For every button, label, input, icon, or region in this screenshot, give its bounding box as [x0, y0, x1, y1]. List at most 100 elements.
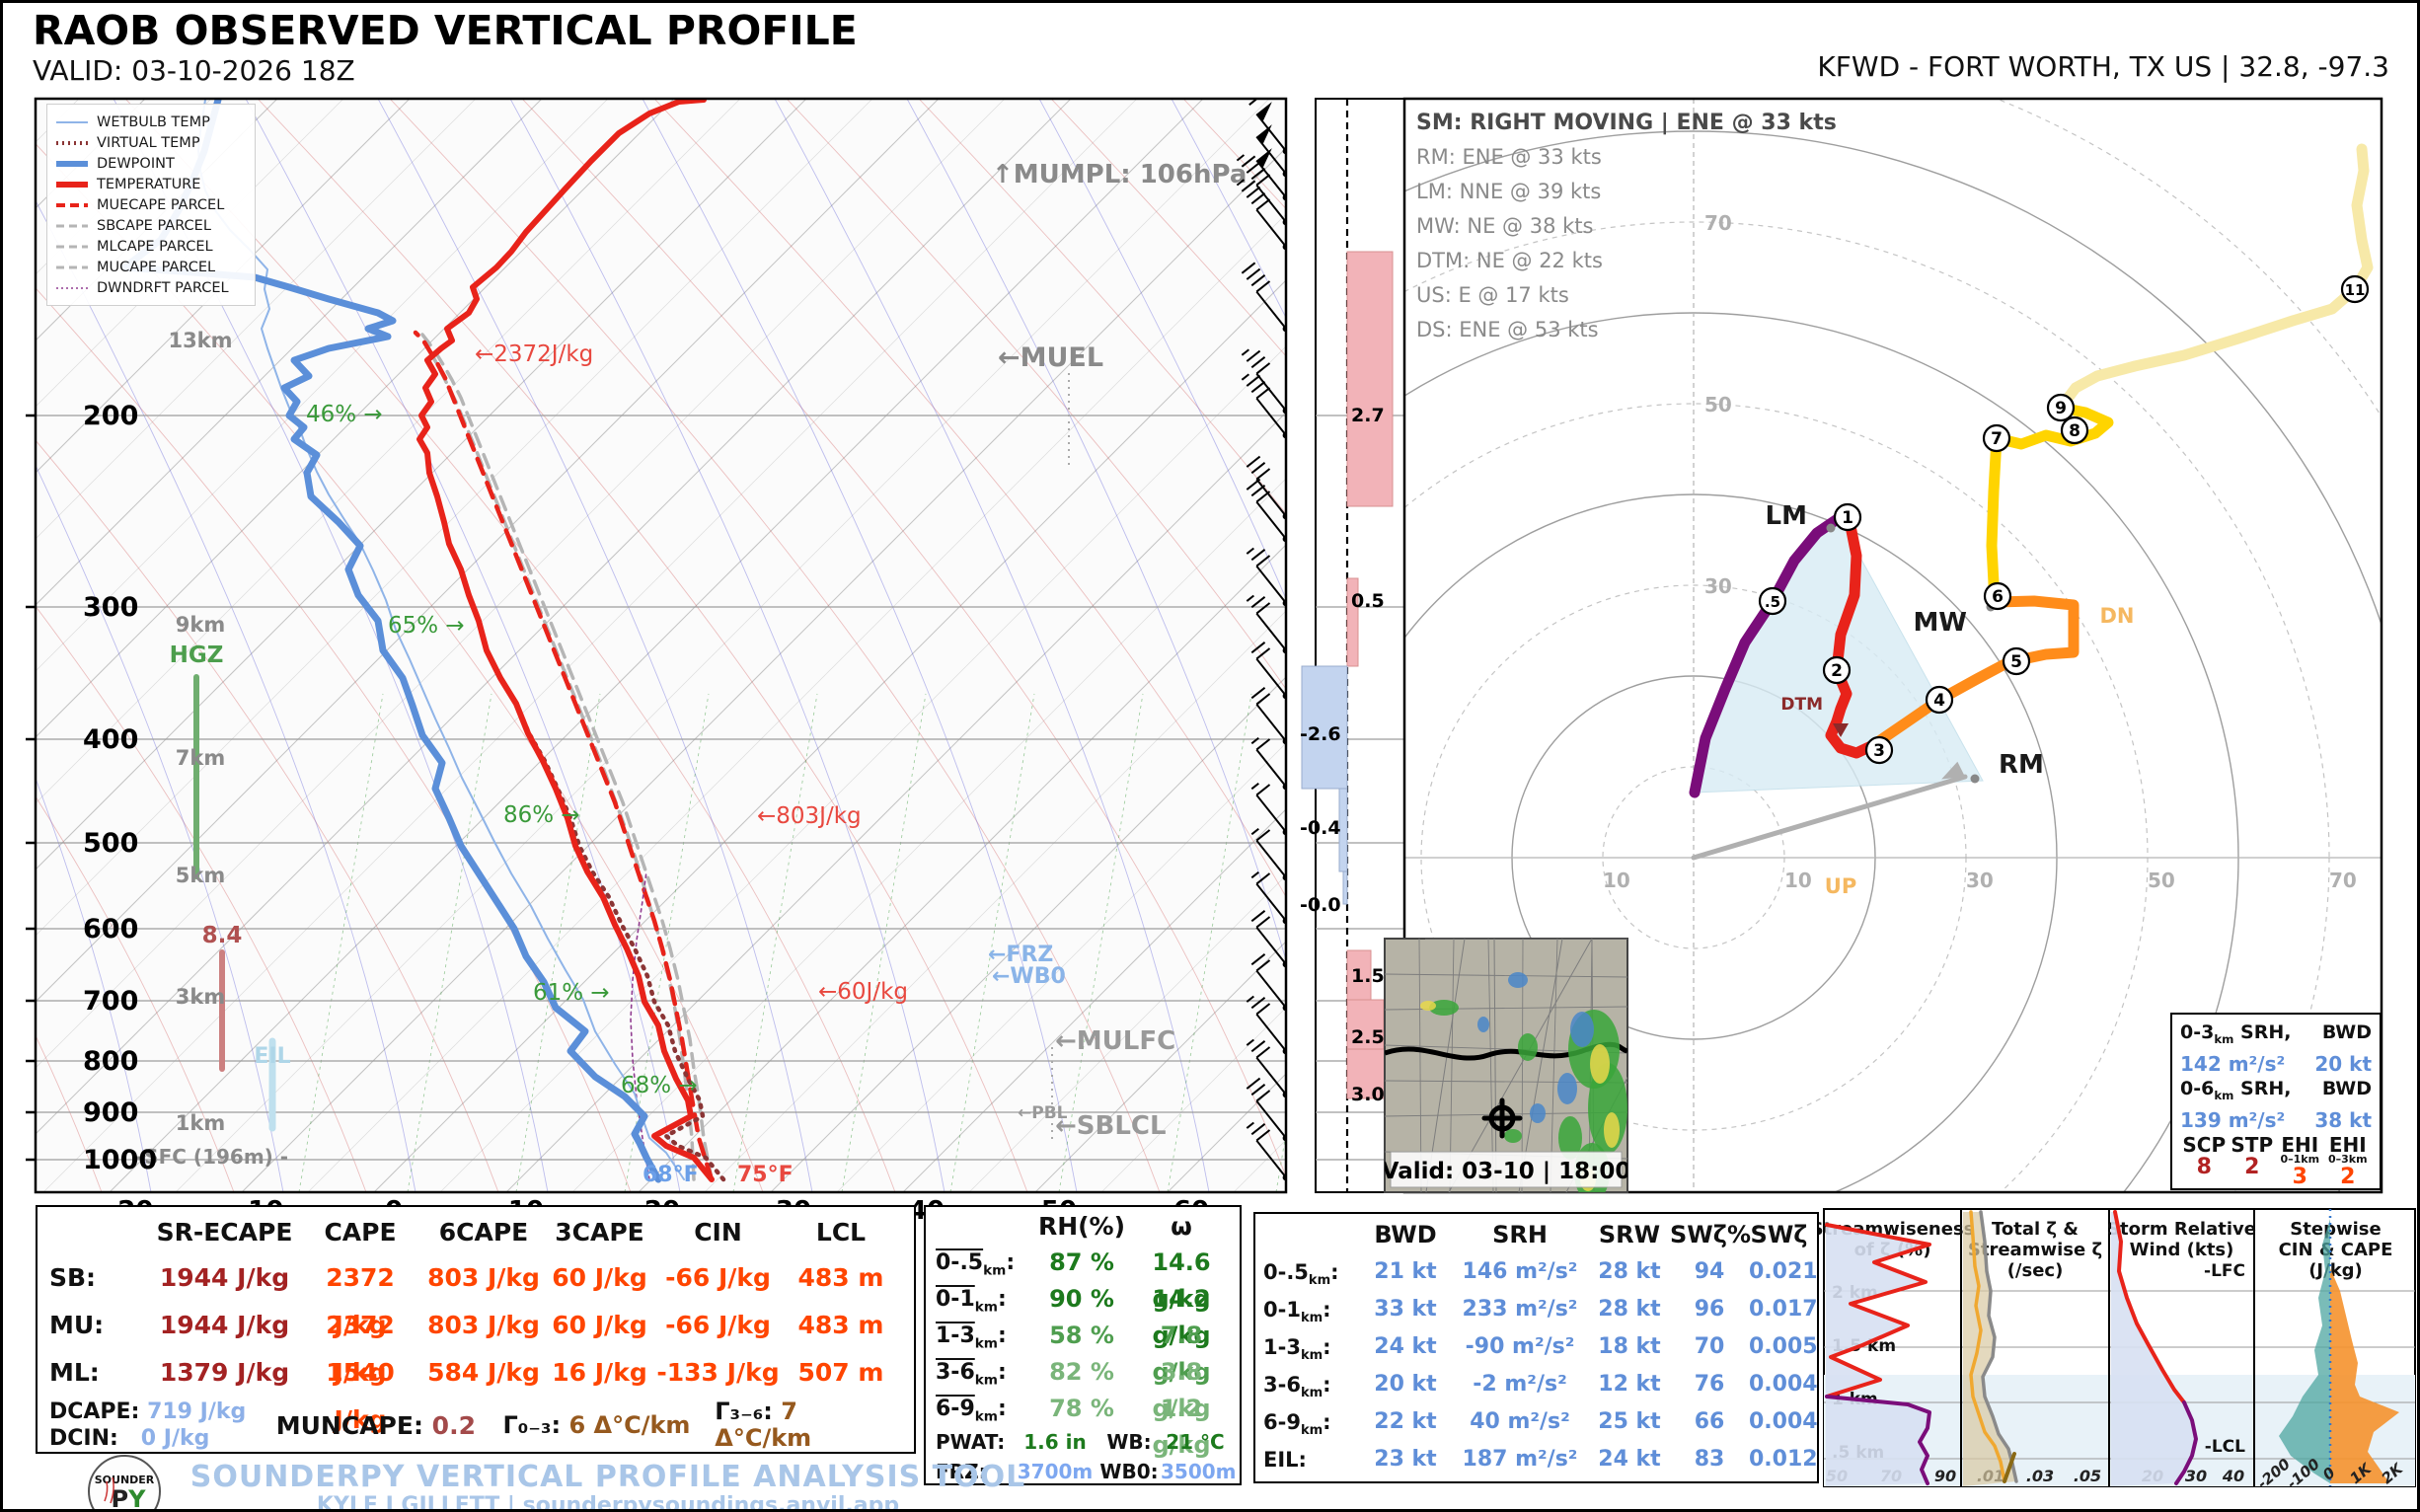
thermo-col-header: 6CAPE — [438, 1218, 529, 1247]
hodo-ring-label: 50 — [1704, 393, 1732, 416]
skewt-annotation: ←PBL — [1018, 1103, 1068, 1123]
rh-profile-label: 61% → — [533, 980, 610, 1006]
rh-profile-label: 86% → — [503, 802, 580, 828]
legend-item-label: DWNDRFT PARCEL — [97, 279, 229, 296]
skewt-annotation: ←MUEL — [998, 342, 1103, 373]
hodo-ring-label: 10 — [1784, 869, 1812, 892]
rh-row: 0-1km: 90 % 14.2 g/kg — [936, 1285, 1211, 1349]
legend-item: MUECAPE PARCEL — [55, 194, 247, 215]
legend-item: WETBULB TEMP — [55, 112, 247, 132]
mini-panel-title: Streamwise ζ — [1968, 1240, 2102, 1260]
skewt-annotation: ←803J/kg — [757, 803, 862, 829]
mini-panel-title: Stepwise — [2290, 1219, 2381, 1240]
pressure-tick-label: 300 — [83, 592, 138, 623]
legend-swatch — [56, 245, 88, 248]
storm-motion-info: SM: RIGHT MOVING | ENE @ 33 kts RM: ENE @… — [1416, 106, 1837, 347]
srh-index: SCP 8 — [2182, 1132, 2227, 1179]
skewt-annotation: 68°F — [643, 1163, 699, 1187]
legend-item-label: DEWPOINT — [97, 155, 175, 172]
thermo-cell: 803 J/kg — [427, 1263, 540, 1292]
height-label: 1km — [176, 1111, 225, 1135]
legend-item: SBCAPE PARCEL — [55, 215, 247, 236]
height-label: 3km — [176, 985, 225, 1009]
omega-bar — [1301, 665, 1348, 790]
thermo-cell: 16 J/kg — [552, 1358, 647, 1387]
page-title: RAOB OBSERVED VERTICAL PROFILE — [33, 7, 858, 54]
srh-index: EHI 0–1km 3 — [2280, 1132, 2320, 1189]
figure-canvas: HGZ 8.4 EIL 46% → 65% → 86% → 61% → 68% → ↑MUMPL… — [26, 97, 2416, 1492]
hodo-height-marker — [1982, 423, 2011, 453]
kin-header: BWD SRH SRW SWζ% SWζ — [1374, 1221, 1808, 1248]
wind-barbs — [1236, 99, 1286, 1181]
valid-time: VALID: 03-10-2026 18Z — [33, 54, 355, 87]
thermo-col-header: LCL — [815, 1218, 867, 1247]
thermo-col-header: 3CAPE — [555, 1218, 644, 1247]
thermo-cell: -66 J/kg — [665, 1263, 771, 1292]
thermo-cell: -133 J/kg — [656, 1358, 780, 1387]
legend-item-label: MLCAPE PARCEL — [97, 238, 213, 255]
thermo-extras: DCAPE: 719 J/kg DCIN: 0 J/kg MUNCAPE: 0.… — [49, 1398, 812, 1452]
pressure-tick-label: 200 — [83, 401, 138, 431]
kinematics-table: BWD SRH SRW SWζ% SWζ 0-.5km: 21 kt 146 m²/s² 28 … — [1253, 1212, 1819, 1483]
rh-row: 1-3km: 58 % 7.8 g/kg — [936, 1322, 1211, 1386]
thermo-cell: 1944 J/kg — [159, 1311, 290, 1339]
omega-bar-label: 1.5 — [1351, 965, 1385, 987]
thermo-col-header: SR-ECAPE — [156, 1218, 293, 1247]
mini-panel-tick: 30 — [2185, 1467, 2207, 1485]
skewt-annotation: ←SBLCL — [1055, 1111, 1167, 1141]
thermo-cell: 1540 J/kg — [326, 1358, 395, 1434]
thermo-cell: 1379 J/kg — [159, 1358, 290, 1387]
svg-text:11: 11 — [2345, 281, 2366, 299]
pressure-tick-label: 800 — [83, 1046, 138, 1077]
rh-profile-label: 65% → — [388, 613, 465, 639]
height-label: 5km — [176, 864, 225, 887]
svg-text:2: 2 — [1831, 661, 1843, 681]
skewt-annotation: ←2372J/kg — [475, 341, 593, 367]
legend-item: TEMPERATURE — [55, 174, 247, 194]
thermo-cell: 483 m — [797, 1311, 884, 1339]
skewt-annotation: ←MULFC — [1055, 1026, 1175, 1056]
skewt-annotation: ←60J/kg — [818, 979, 908, 1005]
thermo-cell: 60 J/kg — [552, 1311, 647, 1339]
legend-item-label: VIRTUAL TEMP — [97, 134, 200, 151]
hgz-label: HGZ — [170, 643, 224, 668]
mini-panel-title: (J/kg) — [2308, 1260, 2363, 1281]
thermo-grid: SR-ECAPE CAPE 6CAPE 3CAPE CIN LCL SB: 1944 J/kg… — [49, 1211, 902, 1434]
legend-swatch — [56, 265, 88, 268]
hodo-height-marker — [2340, 274, 2370, 304]
hodo-ring-label: 70 — [2329, 869, 2357, 892]
mini-panel-title: Wind (kts) — [2130, 1240, 2234, 1260]
thermo-cell: 507 m — [797, 1358, 884, 1387]
rh-row: 6-9km: 78 % 1.2 g/kg — [936, 1395, 1211, 1459]
hodo-height-marker — [1864, 735, 1894, 765]
logo-top-text: SOUNDER — [95, 1474, 155, 1486]
rh-profile-label: 68% → — [621, 1073, 698, 1098]
omega-bar-label: -2.6 — [1300, 723, 1341, 745]
thermo-cell: 2372 J/kg — [326, 1311, 395, 1387]
omega-bar — [1346, 251, 1394, 507]
kin-row: 6-9km: 22 kt 40 m²/s² 25 kt 66 0.004 — [1263, 1409, 1818, 1439]
storm-motion-label: MW — [1913, 608, 1967, 638]
legend-swatch — [56, 140, 88, 145]
legend-item: MUCAPE PARCEL — [55, 257, 247, 277]
svg-text:9: 9 — [2055, 399, 2067, 418]
pressure-tick-label: 600 — [83, 914, 138, 945]
skewt-annotation: ←WB0 — [992, 964, 1066, 989]
legend-swatch — [56, 160, 88, 167]
dtm-label: DTM — [1780, 695, 1823, 715]
stepwise-cape-area — [2330, 1268, 2399, 1483]
hodo-height-marker — [1758, 586, 1787, 616]
legend-swatch — [56, 202, 88, 207]
legend-item-label: SBCAPE PARCEL — [97, 217, 211, 234]
skewt-annotation: ↑MUMPL: 106hPa — [992, 160, 1247, 189]
mini-panel-title: Storm Relative — [2107, 1219, 2256, 1240]
omega-bar — [1346, 577, 1359, 667]
mini-panel-1: Total ζ &Streamwise ζ(/sec).01.03.05 — [1963, 1210, 2102, 1486]
rh-footer-2: FRZ: 3700m WB0: 3500m — [936, 1460, 1237, 1483]
legend-item: VIRTUAL TEMP — [55, 132, 247, 153]
pressure-tick-label: 500 — [83, 828, 138, 859]
legend-swatch — [56, 181, 88, 188]
legend-item-label: WETBULB TEMP — [97, 113, 210, 130]
svg-text:7: 7 — [1991, 429, 2003, 449]
mini-panel-tick: .05 — [2074, 1467, 2101, 1485]
